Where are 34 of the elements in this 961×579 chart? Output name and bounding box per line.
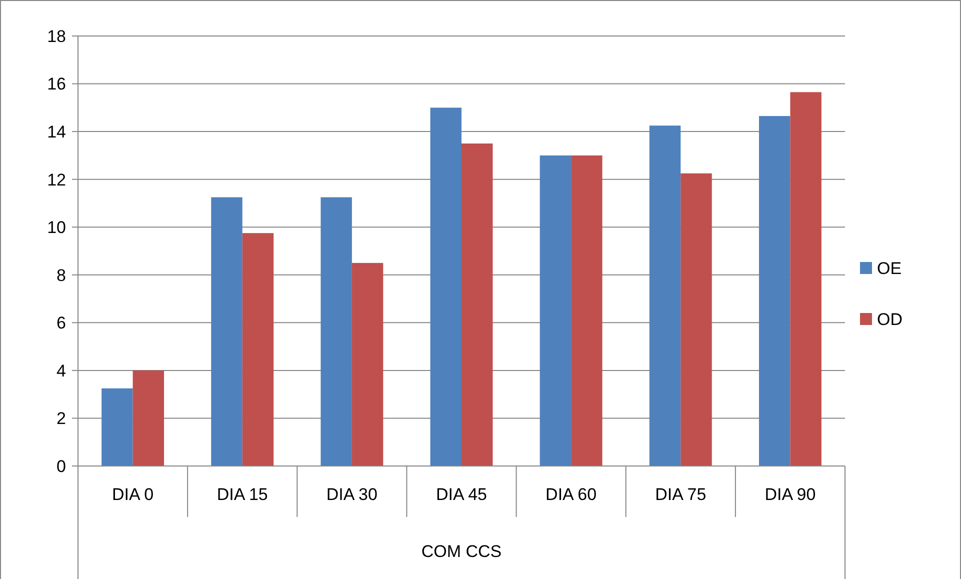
y-tick-label: 4 bbox=[56, 361, 66, 380]
x-tick-label: DIA 75 bbox=[655, 485, 706, 504]
y-tick-label: 18 bbox=[47, 26, 66, 46]
x-tick-label: DIA 60 bbox=[546, 485, 597, 504]
bar bbox=[211, 197, 242, 466]
x-tick-label: DIA 90 bbox=[764, 485, 816, 504]
bar bbox=[540, 155, 572, 466]
bar bbox=[462, 144, 493, 466]
bar bbox=[649, 126, 681, 466]
x-axis-title: COM CCS bbox=[421, 542, 502, 561]
bar bbox=[790, 92, 822, 466]
x-tick-label: DIA 0 bbox=[112, 485, 154, 504]
y-tick-label: 14 bbox=[47, 122, 66, 142]
bar bbox=[571, 155, 602, 466]
bar bbox=[102, 388, 133, 466]
bar bbox=[352, 262, 384, 466]
bar bbox=[680, 173, 712, 466]
bar bbox=[132, 370, 164, 466]
y-tick-label: 10 bbox=[47, 218, 66, 238]
bar bbox=[430, 108, 462, 466]
y-tick-label: 12 bbox=[47, 170, 66, 190]
bar bbox=[242, 233, 274, 466]
bar bbox=[758, 116, 790, 466]
bar bbox=[320, 197, 352, 466]
y-tick-label: 6 bbox=[56, 314, 66, 333]
y-tick-label: 8 bbox=[56, 266, 66, 285]
y-tick-label: 0 bbox=[56, 456, 66, 476]
y-tick-label: 2 bbox=[56, 409, 66, 428]
legend-label: OD bbox=[877, 310, 902, 329]
x-tick-label: DIA 15 bbox=[216, 485, 268, 504]
legend-label: OE bbox=[877, 258, 902, 278]
y-tick-label: 16 bbox=[47, 74, 66, 94]
x-tick-label: DIA 30 bbox=[326, 485, 378, 504]
x-tick-label: DIA 45 bbox=[436, 485, 488, 504]
